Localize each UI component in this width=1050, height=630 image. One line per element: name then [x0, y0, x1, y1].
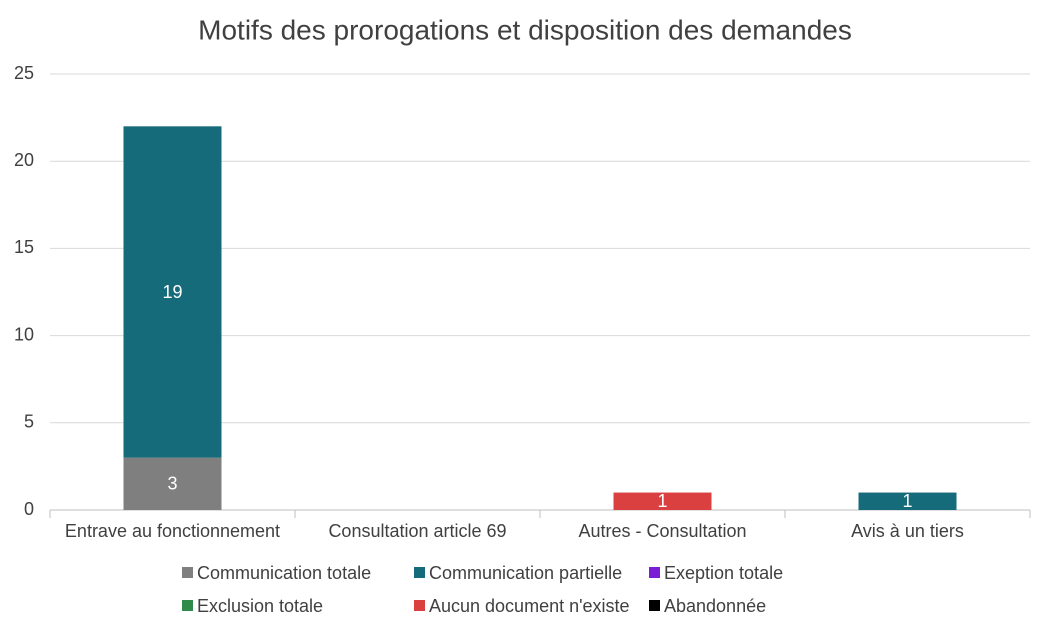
- y-tick-label: 15: [14, 237, 34, 257]
- legend-swatch: [414, 567, 425, 578]
- legend-swatch: [414, 600, 425, 611]
- x-tick-label: Autres - Consultation: [578, 521, 746, 541]
- y-tick-label: 0: [24, 499, 34, 519]
- x-tick-label: Consultation article 69: [328, 521, 506, 541]
- bar-segment: [858, 492, 957, 510]
- x-tick-label: Entrave au fonctionnement: [65, 521, 280, 541]
- legend-swatch: [182, 600, 193, 611]
- y-tick-label: 5: [24, 412, 34, 432]
- legend-label: Abandonnée: [664, 596, 766, 616]
- y-tick-label: 10: [14, 324, 34, 344]
- y-tick-label: 25: [14, 63, 34, 83]
- x-tick-label: Avis à un tiers: [851, 521, 964, 541]
- bar-segment: [123, 457, 222, 510]
- chart-title: Motifs des prorogations et disposition d…: [198, 14, 852, 45]
- legend-label: Aucun document n'existe: [429, 596, 630, 616]
- bar-segment: [123, 126, 222, 458]
- legend-label: Exclusion totale: [197, 596, 323, 616]
- legend-swatch: [649, 567, 660, 578]
- data-label: 3: [167, 474, 177, 494]
- legend-label: Exeption totale: [664, 563, 783, 583]
- legend-label: Communication totale: [197, 563, 371, 583]
- data-label: 1: [902, 491, 912, 511]
- data-label: 19: [162, 282, 182, 302]
- bar-segment: [613, 492, 712, 510]
- data-label: 1: [657, 491, 667, 511]
- legend-label: Communication partielle: [429, 563, 622, 583]
- y-tick-label: 20: [14, 150, 34, 170]
- legend-swatch: [649, 600, 660, 611]
- legend-swatch: [182, 567, 193, 578]
